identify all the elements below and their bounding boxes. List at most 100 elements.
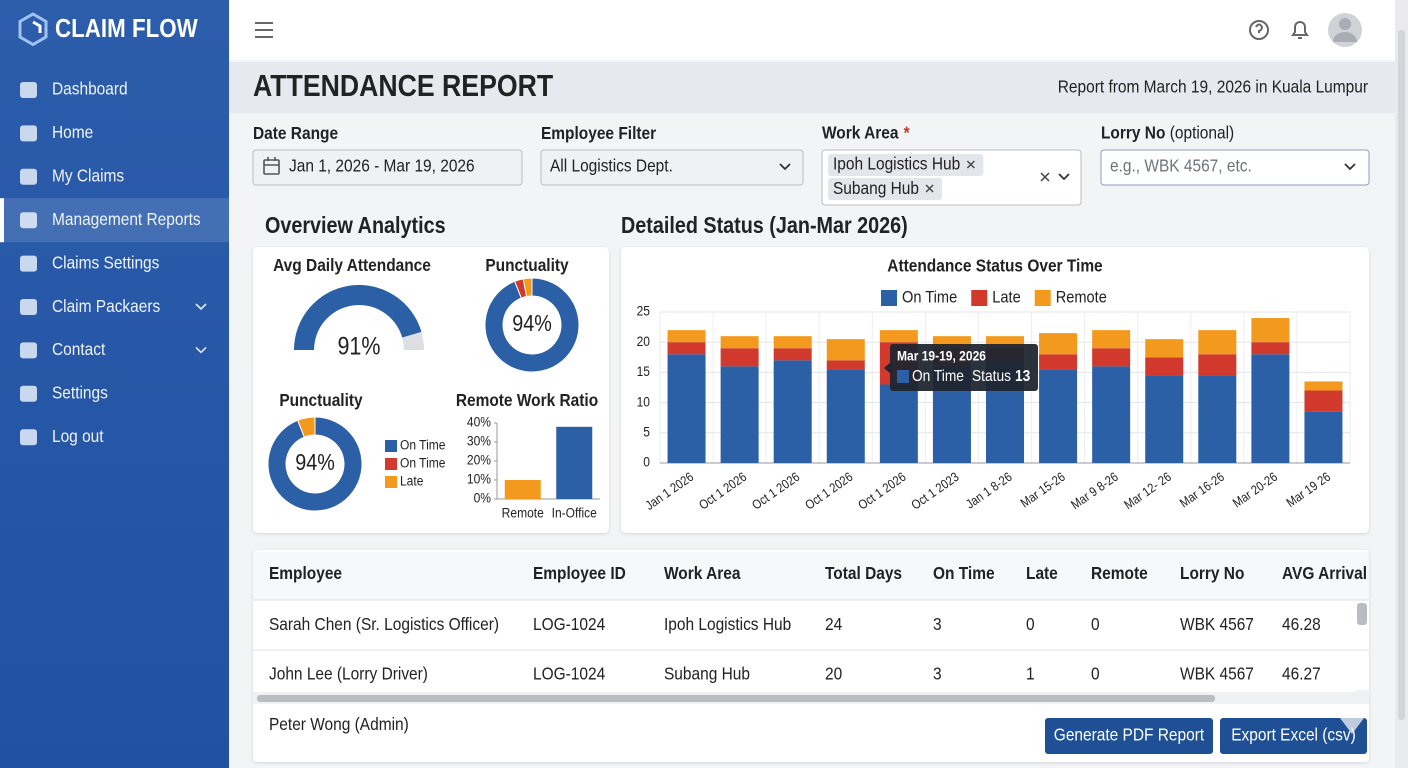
label-text: Work Area: [822, 123, 899, 143]
chart-title: Avg Daily Attendance: [273, 255, 431, 275]
bar-segment: [879, 330, 918, 343]
cell: LOG-1024: [533, 614, 605, 634]
chevron: [1344, 163, 1356, 171]
date-range-value: Jan 1, 2026 - Mar 19, 2026: [289, 156, 475, 176]
table-header-bg: [253, 552, 1369, 600]
nav-active-bar: [0, 198, 4, 243]
column-header: Employee: [269, 563, 342, 583]
cell: Sarah Chen (Sr. Logistics Officer): [269, 614, 499, 634]
h-scroll-thumb[interactable]: [257, 695, 1215, 702]
cell: Ipoh Logistics Hub: [664, 614, 791, 634]
legend-swatch: [385, 440, 397, 452]
nav-active-bg: [0, 198, 229, 243]
legend-swatch: [971, 290, 988, 306]
tooltip-value: 13: [1015, 367, 1030, 385]
bar-segment: [667, 354, 706, 463]
nav-item[interactable]: Claim Packaers: [20, 296, 207, 316]
tag-remove[interactable]: [925, 184, 934, 193]
date-range-input[interactable]: [252, 149, 523, 186]
filter-label: Lorry No (optional): [1101, 123, 1234, 143]
bar-segment: [826, 369, 865, 463]
y-tick-label: 20%: [467, 452, 491, 468]
nav-icon: [20, 212, 37, 229]
nav-item[interactable]: My Claims: [20, 165, 124, 186]
chart-title: Punctuality: [485, 255, 569, 275]
nav-label: Dashboard: [52, 79, 128, 99]
nav-item[interactable]: Log out: [20, 426, 104, 446]
legend-label: Late: [992, 289, 1021, 307]
bar-segment: [879, 384, 918, 463]
bar-segment: [667, 342, 706, 355]
nav-icon: [20, 82, 37, 98]
chevron: [1058, 173, 1070, 181]
action-button[interactable]: [1220, 718, 1367, 754]
bar-segment: [720, 348, 759, 367]
bar-segment: [1145, 375, 1184, 463]
nav-item[interactable]: Claims Settings: [20, 252, 159, 273]
label-hint: (optional): [1170, 123, 1234, 143]
notifications-button[interactable]: [1291, 21, 1309, 39]
column-header: Employee ID: [533, 563, 626, 583]
cell: Subang Hub: [664, 664, 750, 684]
legend-label: On Time: [400, 437, 445, 453]
column-header: Work Area: [664, 563, 741, 583]
cell: LOG-1024: [533, 664, 605, 684]
nav-label: Settings: [52, 382, 108, 402]
y-tick-label: 30%: [467, 433, 491, 449]
nav-item[interactable]: Contact: [20, 339, 207, 359]
page-scroll-thumb[interactable]: [1398, 30, 1405, 720]
column-header: AVG Arrival: [1282, 563, 1367, 583]
nav-item[interactable]: Settings: [20, 382, 108, 403]
cell: Peter Wong (Admin): [269, 714, 409, 734]
tag-remove[interactable]: [966, 160, 975, 169]
avatar-body: [1333, 32, 1357, 42]
tag[interactable]: [828, 178, 943, 200]
page-subtitle: Report from March 19, 2026 in Kuala Lump…: [1058, 77, 1369, 97]
legend-swatch: [881, 290, 897, 306]
employee-select[interactable]: [540, 149, 804, 186]
brand-logo: [18, 12, 48, 47]
donut-segment: [297, 416, 316, 438]
lorry-input[interactable]: [1100, 149, 1370, 186]
legend-label: On Time: [400, 455, 445, 471]
cell: WBK 4567: [1180, 664, 1254, 684]
cell: 20: [825, 664, 842, 684]
bar-segment: [773, 360, 812, 463]
nav-item[interactable]: Home: [20, 122, 93, 142]
clear-button[interactable]: [1040, 172, 1050, 182]
filter-label: Employee Filter: [541, 123, 657, 143]
tooltip-swatch: [897, 370, 909, 383]
column-header: Late: [1026, 563, 1058, 583]
employee-value: All Logistics Dept.: [550, 156, 673, 176]
nav-label: Contact: [52, 339, 106, 359]
help-button[interactable]: [1249, 20, 1269, 40]
y-tick-label: 5: [643, 424, 650, 440]
label-text: Lorry No: [1101, 123, 1165, 143]
bar-segment: [1092, 330, 1131, 349]
scroll-corner: [1356, 690, 1369, 704]
nav-item[interactable]: Dashboard: [20, 79, 128, 99]
tag[interactable]: [828, 154, 984, 176]
bar-segment: [1198, 354, 1237, 376]
header-band: [229, 62, 1395, 113]
v-scroll-thumb[interactable]: [1357, 603, 1367, 625]
nav-item[interactable]: Management Reports: [0, 198, 229, 243]
nav-label: Log out: [52, 426, 104, 446]
calendar-icon: [263, 157, 280, 175]
chart-title: Punctuality: [279, 390, 363, 410]
cell: John Lee (Lorry Driver): [269, 664, 428, 684]
section-title: Overview Analytics: [265, 213, 446, 239]
sidebar: [0, 0, 229, 768]
cell: 1: [1026, 664, 1035, 684]
menu-button[interactable]: [255, 22, 273, 38]
bar-segment: [1304, 411, 1343, 463]
y-tick-label: 10: [637, 393, 650, 409]
action-button[interactable]: [1045, 718, 1213, 754]
filter-label: Date Range: [253, 123, 338, 143]
y-tick-label: 25: [637, 303, 650, 319]
donut-label: 94%: [295, 450, 335, 476]
tag-label: Ipoh Logistics Hub: [833, 154, 960, 174]
bar-segment: [1039, 354, 1078, 370]
overview-panel: [253, 247, 609, 533]
